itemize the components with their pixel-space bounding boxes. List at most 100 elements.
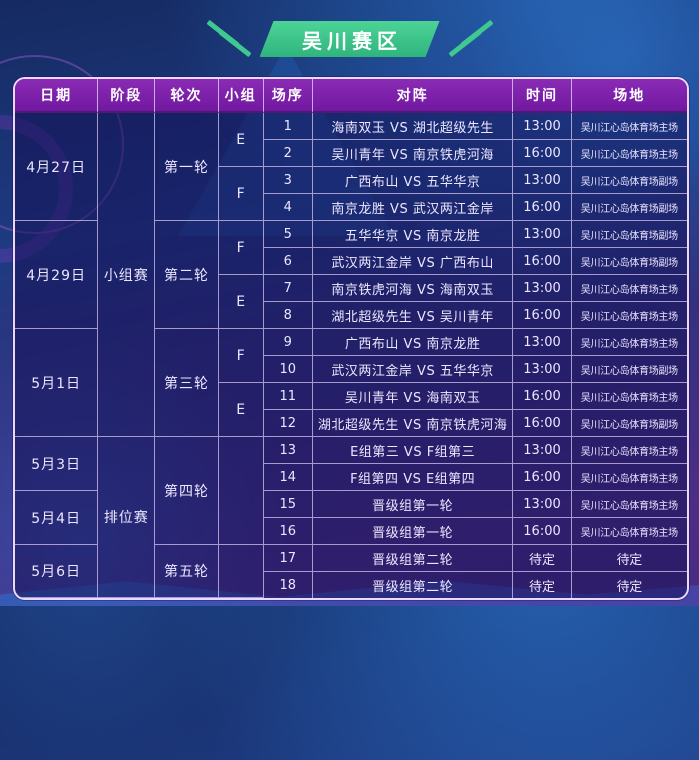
matchup: 晋级组第一轮 (312, 491, 514, 518)
venue: 待定 (571, 572, 687, 598)
match-number: 9 (263, 329, 313, 356)
table-row: F 3 广西布山 VS 五华华京 13:00 吴川江心岛体育场副场 (15, 167, 687, 221)
round-cell: 第四轮 (155, 437, 219, 545)
date-cell: 4月29日 (15, 221, 99, 329)
venue: 吴川江心岛体育场主场 (571, 140, 687, 167)
date-cell: 5月4日 (15, 491, 99, 545)
matchup: 湖北超级先生 VS 吴川青年 (312, 302, 514, 329)
division-banner: 吴川赛区 (0, 16, 699, 62)
match-time: 13:00 (513, 221, 572, 248)
division-badge: 吴川赛区 (260, 21, 440, 57)
matchup: 广西布山 VS 五华华京 (312, 167, 514, 194)
matchup: 吴川青年 VS 海南双玉 (312, 383, 514, 410)
table-body: 4月27日 小组赛 第一轮 E 1 海南双玉 VS 湖北超级先生 13:00 吴川江心岛体育场… (15, 113, 687, 598)
match-number: 1 (263, 113, 313, 140)
match-number: 11 (263, 383, 313, 410)
venue: 吴川江心岛体育场主场 (571, 491, 687, 518)
venue: 吴川江心岛体育场主场 (571, 329, 687, 356)
match-number: 7 (263, 275, 313, 302)
date-cell: 5月1日 (15, 329, 99, 437)
group-cell (218, 437, 264, 545)
matchup: 广西布山 VS 南京龙胜 (312, 329, 514, 356)
match-time: 13:00 (513, 329, 572, 356)
match-time: 13:00 (513, 113, 572, 140)
venue: 吴川江心岛体育场主场 (571, 518, 687, 545)
venue: 待定 (571, 545, 687, 572)
match-time: 16:00 (513, 302, 572, 329)
match-time: 13:00 (513, 356, 572, 383)
match-time: 待定 (513, 545, 572, 572)
match-time: 16:00 (513, 140, 572, 167)
match-number: 17 (263, 545, 313, 572)
table-row: 14 F组第四 VS E组第四 16:00 吴川江心岛体育场主场 (15, 464, 687, 491)
table-row: 8 湖北超级先生 VS 吴川青年 16:00 吴川江心岛体育场主场 (15, 302, 687, 329)
match-number: 8 (263, 302, 313, 329)
group-cell: E (218, 383, 264, 437)
table-row: E 11 吴川青年 VS 海南双玉 16:00 吴川江心岛体育场主场 (15, 383, 687, 437)
column-header: 场地 (571, 79, 687, 113)
header-row: 日期 阶段 轮次 小组 场序 对阵 时间 场地 (15, 79, 687, 113)
table-row: 5月3日 排位赛 第四轮 13 E组第三 VS F组第三 13:00 吴川江心岛体育场主场 (15, 437, 687, 598)
matchup: 吴川青年 VS 南京铁虎河海 (312, 140, 514, 167)
venue: 吴川江心岛体育场副场 (571, 221, 687, 248)
table-row: 16 晋级组第一轮 16:00 吴川江心岛体育场主场 (15, 518, 687, 545)
round-cell: 第五轮 (155, 545, 219, 598)
column-header: 日期 (15, 79, 99, 113)
table-header: 日期 阶段 轮次 小组 场序 对阵 时间 场地 (15, 79, 687, 113)
date-cell: 5月3日 (15, 437, 99, 491)
venue: 吴川江心岛体育场副场 (571, 194, 687, 221)
venue: 吴川江心岛体育场副场 (571, 356, 687, 383)
match-number: 3 (263, 167, 313, 194)
left-slash-decoration (205, 19, 254, 58)
group-cell: F (218, 329, 264, 383)
table-row: E 7 南京铁虎河海 VS 海南双玉 13:00 吴川江心岛体育场主场 (15, 275, 687, 329)
match-number: 4 (263, 194, 313, 221)
match-number: 14 (263, 464, 313, 491)
stage-cell: 排位赛 (98, 437, 156, 598)
matchup: 武汉两江金岸 VS 五华华京 (312, 356, 514, 383)
matchup: 南京龙胜 VS 武汉两江金岸 (312, 194, 514, 221)
matchup: 五华华京 VS 南京龙胜 (312, 221, 514, 248)
schedule-table: 日期 阶段 轮次 小组 场序 对阵 时间 场地 4月27日 小组赛 第一轮 E 1 海南双玉 VS 湖北… (15, 79, 687, 598)
match-number: 16 (263, 518, 313, 545)
match-time: 16:00 (513, 464, 572, 491)
round-cell: 第二轮 (155, 221, 219, 329)
table-row: 4月29日 第二轮 F 5 五华华京 VS 南京龙胜 13:00 吴川江心岛体育场副场 (15, 221, 687, 329)
right-slash-decoration (446, 19, 494, 58)
venue: 吴川江心岛体育场主场 (571, 302, 687, 329)
venue: 吴川江心岛体育场副场 (571, 167, 687, 194)
match-number: 18 (263, 572, 313, 598)
round-cell: 第三轮 (155, 329, 219, 437)
matchup: 晋级组第二轮 (312, 545, 514, 572)
match-number: 6 (263, 248, 313, 275)
group-cell: F (218, 221, 264, 275)
match-time: 16:00 (513, 383, 572, 410)
group-cell: E (218, 275, 264, 329)
matchup: 湖北超级先生 VS 南京铁虎河海 (312, 410, 514, 437)
date-cell: 5月6日 (15, 545, 99, 598)
column-header: 阶段 (98, 79, 156, 113)
match-number: 10 (263, 356, 313, 383)
match-time: 16:00 (513, 194, 572, 221)
group-cell: E (218, 113, 264, 167)
table-row: 5月1日 第三轮 F 9 广西布山 VS 南京龙胜 13:00 吴川江心岛体育场主场 (15, 329, 687, 437)
round-cell: 第一轮 (155, 113, 219, 221)
match-time: 16:00 (513, 518, 572, 545)
venue: 吴川江心岛体育场主场 (571, 437, 687, 464)
matchup: 晋级组第二轮 (312, 572, 514, 598)
venue: 吴川江心岛体育场副场 (571, 410, 687, 437)
match-number: 12 (263, 410, 313, 437)
table-row: 12 湖北超级先生 VS 南京铁虎河海 16:00 吴川江心岛体育场副场 (15, 410, 687, 437)
matchup: E组第三 VS F组第三 (312, 437, 514, 464)
column-header: 对阵 (312, 79, 514, 113)
match-number: 13 (263, 437, 313, 464)
stage-cell: 小组赛 (98, 113, 156, 437)
match-number: 2 (263, 140, 313, 167)
matchup: 南京铁虎河海 VS 海南双玉 (312, 275, 514, 302)
matchup: 海南双玉 VS 湖北超级先生 (312, 113, 514, 140)
venue: 吴川江心岛体育场副场 (571, 248, 687, 275)
match-time: 13:00 (513, 437, 572, 464)
match-time: 13:00 (513, 275, 572, 302)
match-time: 13:00 (513, 491, 572, 518)
matchup: 晋级组第一轮 (312, 518, 514, 545)
